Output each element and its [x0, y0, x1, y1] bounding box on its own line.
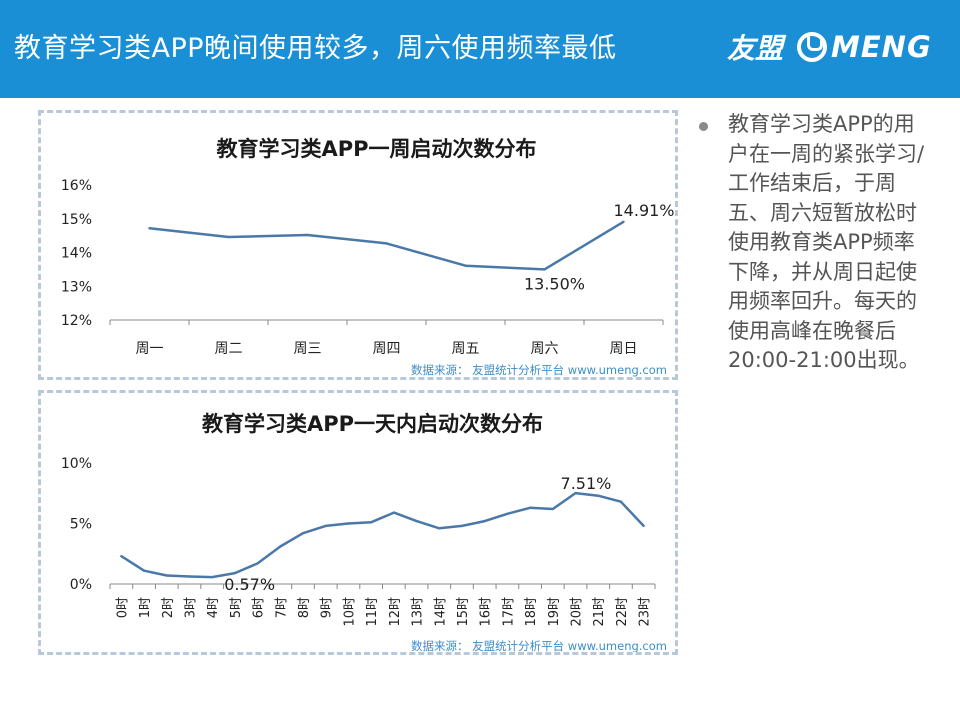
- data-point: [233, 571, 237, 575]
- y-tick-label: 0%: [70, 577, 92, 593]
- weekly-chart: 教育学习类APP一周启动次数分布 12% 13% 14% 15% 16% 周一 周二 周三 周四 周…: [61, 137, 675, 377]
- data-point: [324, 524, 327, 528]
- y-tick-label: 12%: [61, 313, 92, 329]
- data-point: [256, 562, 259, 565]
- y-tick-label: 5%: [70, 517, 92, 533]
- data-point: [642, 524, 645, 528]
- x-tick-label: 22时: [615, 597, 630, 627]
- y-tick-label: 10%: [61, 456, 92, 472]
- data-point: [460, 524, 464, 528]
- hourly-chart: 教育学习类APP一天内启动次数分布 0% 5% 10% 0时 1时 2时 3时 4时 5时 6时 7时…: [61, 412, 667, 652]
- x-tick-label: 20时: [570, 597, 585, 627]
- x-tick-label: 1时: [138, 597, 153, 618]
- x-tick-label: 6时: [252, 597, 267, 618]
- note-text-block: 教育学习类APP的用户在一周的紧张学习/工作结束后，于周五、周六短暂放松时使用教…: [700, 110, 930, 376]
- x-tick-label: 11时: [365, 597, 380, 627]
- logo-u-icon: [797, 32, 828, 62]
- logo-cn-text: 友盟: [727, 32, 784, 65]
- data-point: [369, 521, 373, 524]
- data-point: [120, 554, 123, 558]
- data-point: [619, 500, 623, 503]
- data-point: [188, 575, 191, 578]
- data-label: 14.91%: [614, 201, 675, 220]
- header-bar: 教育学习类APP晚间使用较多，周六使用频率最低 友盟 MENG: [0, 0, 960, 98]
- x-tick-label: 周一: [136, 341, 164, 357]
- series-line: [120, 491, 645, 579]
- data-point: [574, 491, 577, 495]
- weekly-chart-panel: 教育学习类APP一周启动次数分布 12% 13% 14% 15% 16% 周一 周二 周三 周四 周…: [38, 110, 678, 380]
- data-point: [415, 519, 418, 523]
- series-line: [149, 220, 625, 271]
- source-note: 数据来源： 友盟统计分析平台 www.umeng.com: [411, 363, 667, 377]
- x-tick-label: 周三: [294, 341, 322, 357]
- data-point: [227, 235, 230, 239]
- x-tick-label: 2时: [161, 597, 176, 618]
- bullet-dot-icon: [699, 122, 708, 131]
- page-title: 教育学习类APP晚间使用较多，周六使用频率最低: [14, 33, 617, 64]
- x-tick-label: 13时: [411, 597, 426, 627]
- data-point: [279, 545, 282, 548]
- y-tick-label: 15%: [61, 212, 92, 228]
- x-tick-label: 23时: [638, 597, 653, 627]
- data-point: [165, 574, 168, 577]
- logo-en-text: MENG: [831, 30, 932, 64]
- data-point: [392, 511, 396, 514]
- y-tick-label: 13%: [61, 279, 92, 295]
- data-point: [506, 512, 509, 516]
- data-point: [347, 522, 350, 525]
- data-point: [464, 264, 467, 267]
- chart-title: 教育学习类APP一周启动次数分布: [216, 137, 536, 161]
- data-point: [597, 494, 600, 497]
- data-point: [210, 575, 214, 579]
- chart-title: 教育学习类APP一天内启动次数分布: [202, 412, 543, 436]
- data-label: 0.57%: [224, 575, 275, 594]
- data-point: [148, 227, 151, 230]
- hourly-chart-panel: 教育学习类APP一天内启动次数分布 0% 5% 10% 0时 1时 2时 3时 4时 5时 6时 7时…: [38, 390, 678, 655]
- y-tick-label: 14%: [61, 246, 92, 262]
- x-tick-label: 14时: [433, 597, 448, 627]
- data-point: [142, 569, 146, 572]
- x-tick-label: 8时: [297, 597, 312, 618]
- data-point: [622, 220, 625, 223]
- x-tick-label: 周四: [373, 341, 401, 357]
- x-tick-label: 16时: [479, 597, 494, 627]
- umeng-logo: 友盟 MENG: [727, 27, 932, 67]
- x-tick-label: 7时: [274, 597, 289, 618]
- note-text: 教育学习类APP的用户在一周的紧张学习/工作结束后，于周五、周六短暂放松时使用教…: [728, 112, 925, 372]
- x-tick-label: 周五: [452, 341, 480, 357]
- data-point: [385, 242, 388, 245]
- x-tick-label: 9时: [320, 597, 335, 618]
- x-tick-label: 周六: [531, 341, 559, 357]
- x-tick-label: 5时: [229, 597, 244, 618]
- y-tick-label: 16%: [61, 178, 92, 194]
- x-tick-label: 3时: [183, 597, 198, 618]
- x-tick-label: 周二: [215, 341, 243, 357]
- data-label: 13.50%: [524, 274, 585, 293]
- data-point: [438, 527, 441, 530]
- data-point: [301, 531, 305, 535]
- data-point: [543, 268, 546, 271]
- x-tick-label: 周日: [610, 341, 638, 357]
- x-tick-label: 21时: [592, 597, 607, 627]
- x-tick-label: 0时: [115, 597, 130, 618]
- x-tick-label: 12时: [388, 597, 403, 627]
- x-tick-label: 15时: [456, 597, 471, 627]
- x-tick-label: 4时: [206, 597, 221, 618]
- x-tick-label: 17时: [501, 597, 516, 627]
- data-point: [483, 519, 486, 523]
- source-note: 数据来源： 友盟统计分析平台 www.umeng.com: [411, 639, 667, 652]
- x-tick-label: 18时: [524, 597, 539, 627]
- data-point: [528, 506, 532, 509]
- x-tick-label: 19时: [547, 597, 562, 627]
- x-tick-label: 10时: [342, 597, 357, 627]
- data-label: 7.51%: [561, 474, 612, 493]
- data-point: [551, 507, 555, 511]
- data-point: [306, 233, 309, 237]
